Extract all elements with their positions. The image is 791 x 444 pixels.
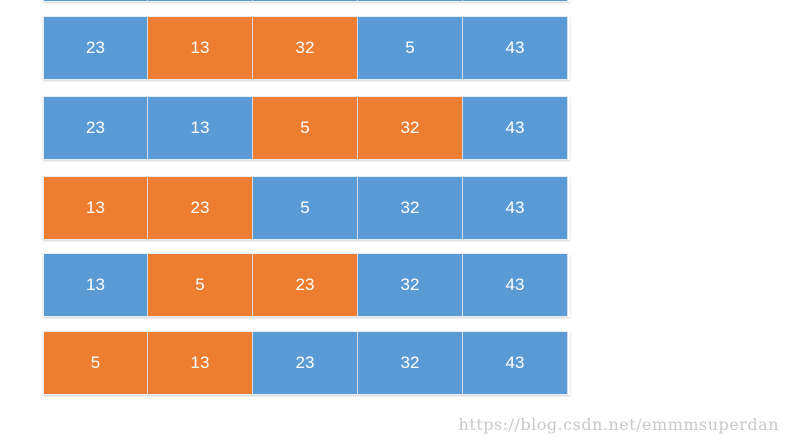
array-cell: 43 (463, 96, 568, 160)
array-cell: 23 (253, 331, 358, 395)
array-cell: 13 (43, 176, 148, 240)
array-cell: 32 (358, 176, 463, 240)
array-cell (358, 0, 463, 2)
cropped-top-row (43, 0, 570, 2)
array-cell: 23 (43, 96, 148, 160)
array-cell: 13 (148, 16, 253, 80)
array-cell: 5 (253, 96, 358, 160)
array-cell: 32 (358, 253, 463, 317)
watermark-text: https://blog.csdn.net/emmmsuperdan (458, 415, 779, 434)
array-cell: 43 (463, 176, 568, 240)
array-cell (463, 0, 568, 2)
array-cell: 13 (148, 331, 253, 395)
array-row-2: 23 13 5 32 43 (43, 96, 570, 160)
array-row-3: 13 23 5 32 43 (43, 176, 570, 240)
array-cell: 43 (463, 253, 568, 317)
array-cell: 43 (463, 16, 568, 80)
array-cell: 23 (148, 176, 253, 240)
array-row-1: 23 13 32 5 43 (43, 16, 570, 80)
array-cell (253, 0, 358, 2)
array-row-5: 5 13 23 32 43 (43, 331, 570, 395)
array-cell: 32 (358, 96, 463, 160)
array-cell: 5 (358, 16, 463, 80)
array-cell: 5 (148, 253, 253, 317)
array-cell: 23 (253, 253, 358, 317)
array-cell: 5 (253, 176, 358, 240)
array-cell: 43 (463, 331, 568, 395)
array-cell (43, 0, 148, 2)
array-row-4: 13 5 23 32 43 (43, 253, 570, 317)
array-cell: 32 (253, 16, 358, 80)
array-cell: 5 (43, 331, 148, 395)
array-cell (148, 0, 253, 2)
array-cell: 13 (148, 96, 253, 160)
array-cell: 32 (358, 331, 463, 395)
array-cell: 13 (43, 253, 148, 317)
array-cell: 23 (43, 16, 148, 80)
